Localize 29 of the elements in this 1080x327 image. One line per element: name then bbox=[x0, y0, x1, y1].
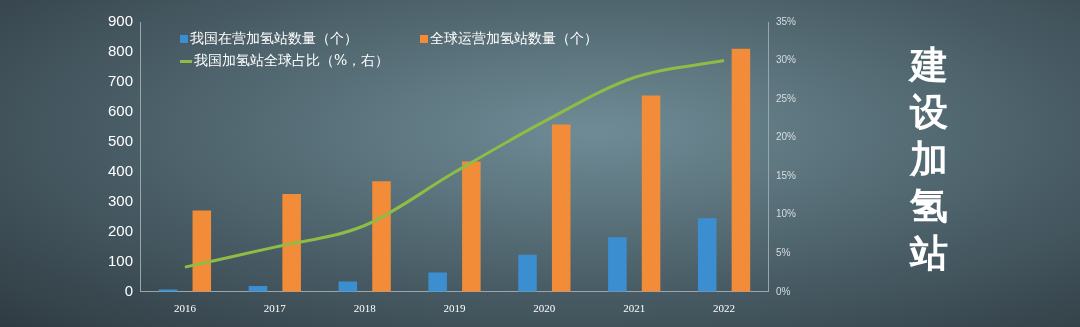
y2-tick-label: 35% bbox=[775, 15, 797, 27]
text: 建设加氢站 bbox=[908, 42, 949, 277]
y-tick-label: 300 bbox=[108, 192, 134, 210]
x-tick-label: 2022 bbox=[713, 302, 736, 315]
y-tick-label: 900 bbox=[108, 12, 134, 30]
y-tick-label: 100 bbox=[108, 251, 134, 269]
y-tick-label: 600 bbox=[108, 102, 134, 120]
y-tick-label: 200 bbox=[108, 221, 134, 239]
y2-tick-label: 20% bbox=[775, 131, 797, 143]
x-tick-label: 2018 bbox=[353, 302, 377, 315]
x-tick-label: 2020 bbox=[533, 302, 556, 315]
y2-tick-label: 15% bbox=[775, 169, 797, 181]
y2-tick-label: 25% bbox=[775, 92, 797, 104]
y-tick-label: 400 bbox=[108, 162, 134, 180]
y2-tick-label: 30% bbox=[775, 54, 797, 66]
x-tick-label: 2019 bbox=[443, 302, 467, 315]
y-tick-label: 800 bbox=[108, 42, 134, 60]
legend-label: 全球运营加氢站数量（个） bbox=[430, 30, 598, 48]
x-tick-label: 2016 bbox=[173, 302, 197, 315]
y-tick-label: 700 bbox=[108, 72, 134, 90]
y2-tick-label: 10% bbox=[775, 208, 797, 220]
y2-tick-label: 5% bbox=[775, 247, 791, 259]
x-tick-label: 2017 bbox=[263, 302, 287, 315]
legend-label: 我国在营加氢站数量（个） bbox=[190, 30, 358, 48]
y2-tick-label: 0% bbox=[775, 285, 791, 297]
x-tick-label: 2021 bbox=[623, 302, 646, 315]
legend-label: 我国加氢站全球占比（%，右） bbox=[194, 52, 390, 70]
y-tick-label: 500 bbox=[108, 132, 134, 150]
y-tick-label: 0 bbox=[124, 281, 134, 299]
